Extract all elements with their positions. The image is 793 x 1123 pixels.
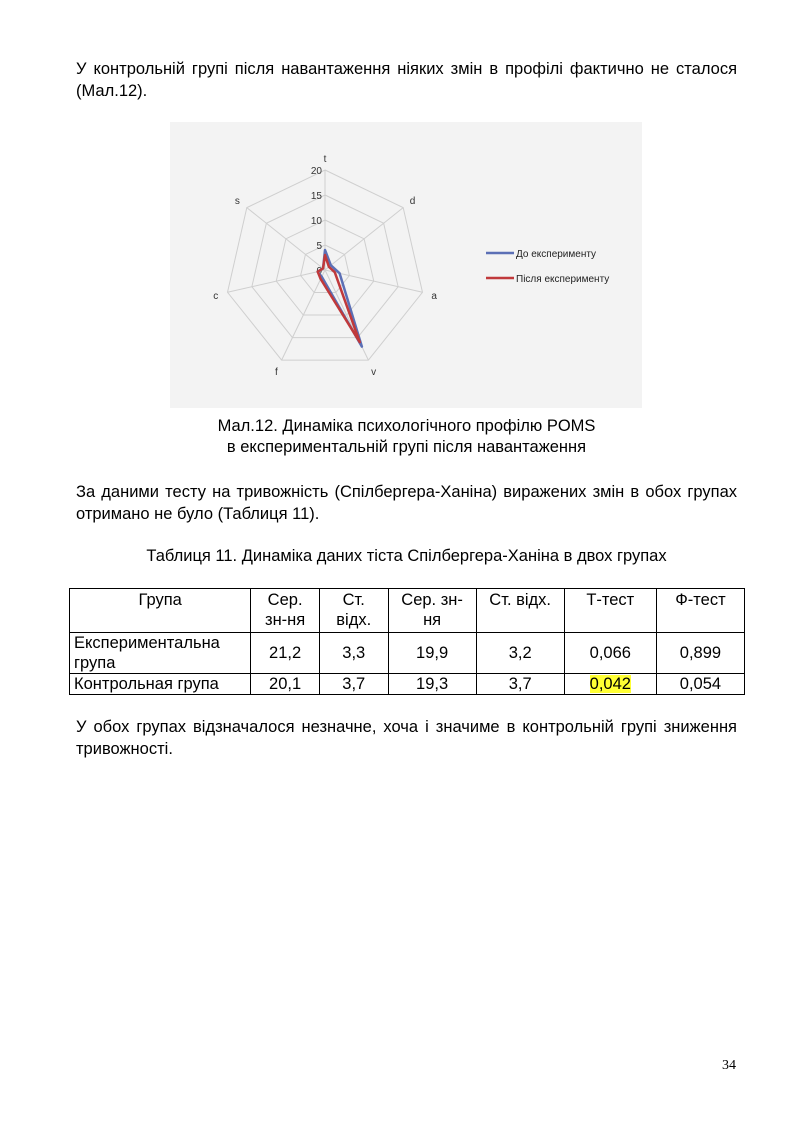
header-group: Група xyxy=(68,588,252,633)
table-cell: 0,899 xyxy=(655,632,746,674)
axis-label: f xyxy=(275,367,278,378)
table-cell: 0,066 xyxy=(563,632,657,674)
header-mean-after: Сер. зн-ня xyxy=(387,588,477,633)
table-cell: 3,2 xyxy=(475,632,565,674)
table-cell: 3,7 xyxy=(318,673,389,695)
spielberger-table: Група Сер. зн-ня Ст. відх. Сер. зн-ня Ст… xyxy=(68,588,746,695)
axis-label: s xyxy=(235,196,240,207)
header-mean-before: Сер. зн-ня xyxy=(250,588,320,633)
table-cell: 20,1 xyxy=(250,673,320,695)
axis-label: v xyxy=(371,367,376,378)
axis-spoke xyxy=(324,269,423,293)
header-sd-after: Ст. відх. xyxy=(475,588,565,633)
legend-label: Після експерименту xyxy=(516,274,609,285)
page-number: 34 xyxy=(722,1058,736,1073)
paragraph-conclusion: У обох групах відзначалося незначне, хоч… xyxy=(76,718,737,758)
radar-chart-figure: t d a v f c s 0 5 10 15 20 До експерименту Після експ… xyxy=(170,122,642,408)
axis-spoke xyxy=(246,207,326,271)
axis-spoke xyxy=(281,269,326,361)
header-f-test: Ф-тест xyxy=(655,588,746,633)
table-cell: 21,2 xyxy=(250,632,320,674)
grid-ring xyxy=(226,169,424,361)
series-line xyxy=(316,253,361,344)
axis-label: d xyxy=(410,196,416,207)
grid-ring xyxy=(300,244,350,294)
table-title: Таблиця 11. Динаміка даних тіста Спілбер… xyxy=(146,547,667,565)
axis-spoke xyxy=(227,269,326,293)
table-cell: 0,054 xyxy=(655,673,746,695)
row-label: Експериментальна група xyxy=(68,632,252,674)
table-cell: 19,3 xyxy=(387,673,477,695)
legend-label: До експерименту xyxy=(516,249,596,260)
header-t-test: Т-тест xyxy=(563,588,657,633)
table-cell: 19,9 xyxy=(387,632,477,674)
tick-label: 15 xyxy=(311,191,323,202)
paragraph-control-group: У контрольній групі після навантаження н… xyxy=(76,60,737,100)
tick-label: 5 xyxy=(316,241,322,252)
table-cell: 3,7 xyxy=(475,673,565,695)
table-row: Експериментальна група 21,2 3,3 19,9 3,2… xyxy=(68,632,746,674)
row-label: Контрольная група xyxy=(68,673,252,695)
axis-label: a xyxy=(431,291,437,302)
highlighted-value: 0,042 xyxy=(589,675,631,693)
table-cell: 0,042 xyxy=(563,673,657,695)
grid-ring xyxy=(275,219,375,316)
figure-caption-line-1: Мал.12. Динаміка психологічного профілю … xyxy=(217,417,596,435)
tick-label: 10 xyxy=(311,216,323,227)
paragraph-anxiety-test: За даними тесту на тривожність (Спілберг… xyxy=(76,483,737,523)
table-cell: 3,3 xyxy=(318,632,389,674)
tick-label: 20 xyxy=(311,166,323,177)
table-row: Контрольная група 20,1 3,7 19,3 3,7 0,04… xyxy=(68,673,746,695)
axis-label: c xyxy=(213,291,218,302)
header-sd-before: Ст. відх. xyxy=(318,588,389,633)
table-header-row: Група Сер. зн-ня Ст. відх. Сер. зн-ня Ст… xyxy=(68,588,746,633)
axis-label: t xyxy=(324,154,327,165)
axis-spoke xyxy=(324,207,404,271)
grid-ring xyxy=(251,194,399,339)
figure-caption-line-2: в експериментальній групі після навантаж… xyxy=(226,438,587,456)
